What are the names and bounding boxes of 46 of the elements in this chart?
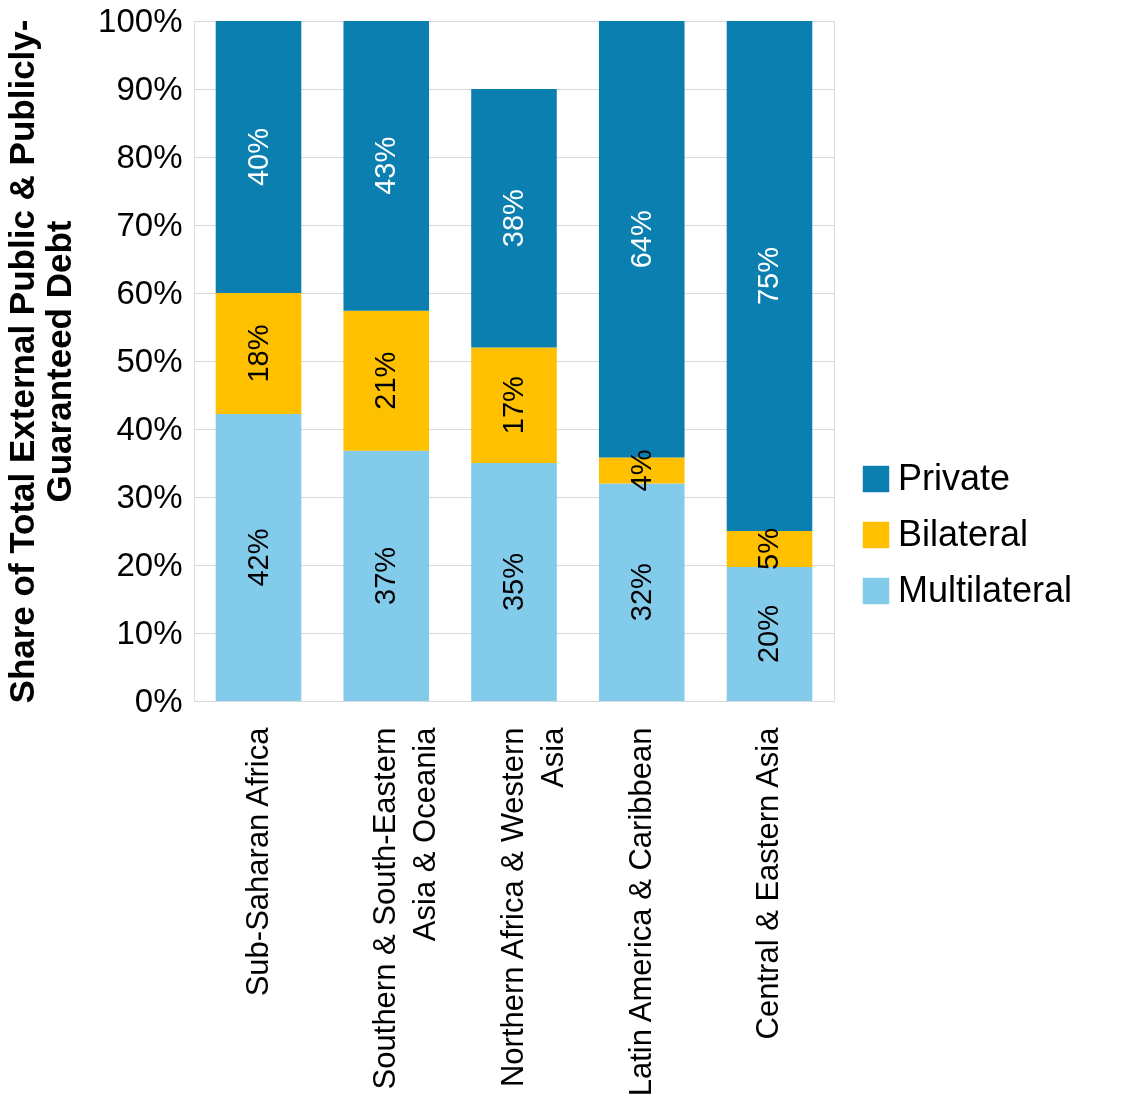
data-label: 5% [752,528,785,570]
bar [343,310,430,451]
data-label: 37% [369,546,402,605]
bar [471,463,557,701]
legend-label: Bilateral [898,513,1029,554]
y-tick-label: 50% [116,341,183,379]
data-label: 42% [241,528,274,587]
y-tick-label: 0% [134,681,183,719]
y-tick-label: 70% [116,205,183,243]
y-tick-label: 40% [116,409,183,447]
legend-label: Private [898,457,1011,498]
data-label: 18% [241,324,274,383]
x-tick-label: Latin America & Caribbean [622,727,658,1094]
y-axis-title: Share of Total External Public & Publicly-Guaranteed Debt [2,19,79,704]
bar [215,21,302,293]
data-label: 32% [624,563,657,622]
y-tick-label: 90% [116,69,183,107]
data-label: 38% [497,189,529,248]
data-label: 64% [624,210,657,269]
y-tick-label: 30% [116,477,183,515]
legend-label: Multilateral [898,569,1073,610]
bar [343,450,430,701]
data-label: 17% [497,376,529,435]
x-tick-label: Central & Eastern Asia [750,726,786,1040]
data-label: 4% [624,449,657,492]
data-label: 40% [241,127,274,187]
bar [215,293,302,415]
x-tick-label: Southern & South-Eastern Asia & Oceania [367,726,443,1090]
y-tick-label: 60% [116,273,183,311]
bar [471,89,557,348]
bar [471,347,557,463]
bar [215,414,302,701]
data-label: 21% [369,351,402,410]
bar [726,567,813,701]
data-label: 75% [752,246,785,306]
bar [343,21,430,311]
bar [726,21,813,531]
y-tick-label: 80% [116,137,183,175]
x-tick-label: Northern Africa & Western Asia [495,726,570,1088]
data-label: 35% [497,552,529,612]
y-tick-label: 20% [116,545,183,583]
x-tick-label: Sub-Saharan Africa [239,726,275,997]
data-label: 20% [752,605,785,664]
data-label: 43% [369,136,402,195]
y-tick-label: 100% [98,1,183,39]
y-tick-label: 10% [116,613,183,651]
